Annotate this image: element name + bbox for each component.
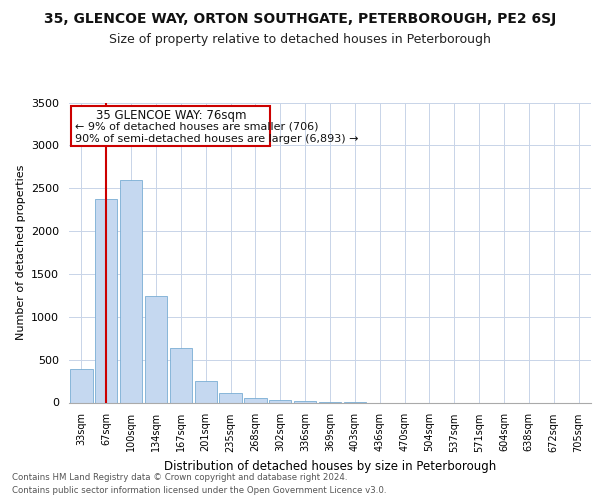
Bar (120, 180, 142, 402)
Text: 90% of semi-detached houses are larger (6,893) →: 90% of semi-detached houses are larger (… (75, 134, 359, 144)
Text: 35, GLENCOE WAY, ORTON SOUTHGATE, PETERBOROUGH, PE2 6SJ: 35, GLENCOE WAY, ORTON SOUTHGATE, PETERB… (44, 12, 556, 26)
Text: Contains HM Land Registry data © Crown copyright and database right 2024.: Contains HM Land Registry data © Crown c… (12, 472, 347, 482)
Text: Contains public sector information licensed under the Open Government Licence v3: Contains public sector information licen… (12, 486, 386, 495)
Bar (194, 380, 217, 402)
Bar (170, 348, 192, 403)
FancyBboxPatch shape (71, 106, 271, 146)
Text: ← 9% of detached houses are smaller (706): ← 9% of detached houses are smaller (706… (75, 122, 319, 132)
Bar (145, 296, 167, 403)
Bar (269, 400, 292, 402)
X-axis label: Distribution of detached houses by size in Peterborough: Distribution of detached houses by size … (164, 460, 496, 473)
Y-axis label: Number of detached properties: Number of detached properties (16, 165, 26, 340)
Bar (70, 369, 92, 402)
Text: 35 GLENCOE WAY: 76sqm: 35 GLENCOE WAY: 76sqm (95, 108, 246, 122)
Bar (244, 398, 266, 402)
Bar (95, 198, 118, 402)
Text: Size of property relative to detached houses in Peterborough: Size of property relative to detached ho… (109, 32, 491, 46)
Bar (220, 393, 242, 402)
Bar (294, 401, 316, 402)
